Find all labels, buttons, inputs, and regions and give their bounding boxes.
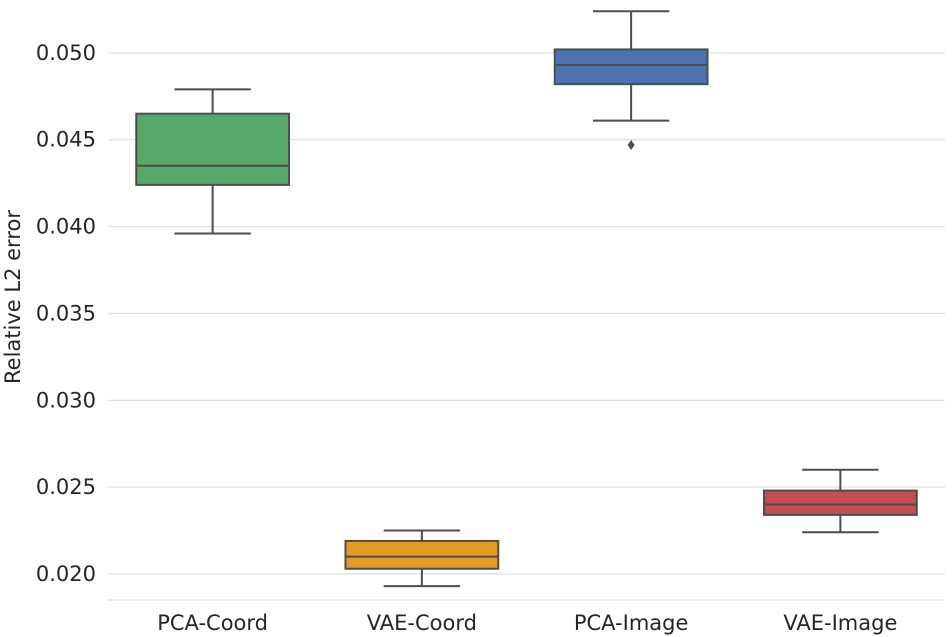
y-tick-label: 0.035 (36, 301, 96, 325)
y-tick-label: 0.020 (36, 562, 96, 586)
y-tick-labels: 0.020 0.025 0.030 0.035 0.040 0.045 0.050 (36, 41, 96, 586)
y-tick-label: 0.025 (36, 475, 96, 499)
box-group-pca-image (553, 10, 709, 150)
y-tick-label: 0.030 (36, 388, 96, 412)
box-group-vae-coord (344, 529, 500, 588)
y-tick-label: 0.050 (36, 41, 96, 65)
x-tick-label: PCA-Image (574, 611, 689, 635)
box-group-pca-coord (135, 88, 291, 235)
box-body (135, 112, 291, 186)
box-body (553, 48, 709, 86)
x-tick-label: VAE-Coord (367, 611, 477, 635)
x-tick-labels: PCA-Coord VAE-Coord PCA-Image VAE-Image (157, 611, 897, 635)
box-group-vae-image (762, 468, 918, 534)
outlier-point (627, 139, 635, 150)
box-body (344, 539, 500, 570)
boxes (135, 10, 918, 588)
y-axis-title: Relative L2 error (1, 210, 25, 384)
y-tick-label: 0.045 (36, 128, 96, 152)
box-body (762, 489, 918, 516)
y-tick-label: 0.040 (36, 215, 96, 239)
x-tick-label: VAE-Image (783, 611, 897, 635)
x-tick-label: PCA-Coord (157, 611, 268, 635)
